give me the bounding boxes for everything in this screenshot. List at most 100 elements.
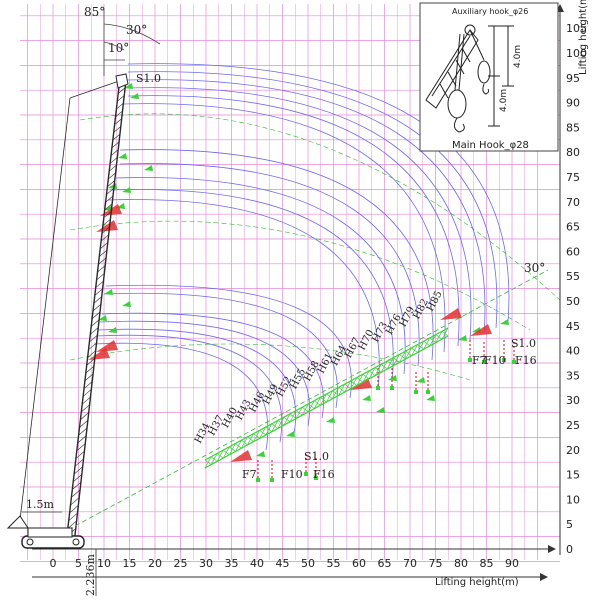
x-tick-label: 70: [403, 557, 417, 570]
inset-main-rope-2: [458, 33, 465, 91]
boom-lacing: [95, 280, 104, 288]
y-tick-label: 15: [566, 469, 580, 482]
jib-arc: [127, 95, 460, 347]
base-2-236-label: 2.236m: [84, 554, 97, 596]
y-tick-label: 95: [566, 72, 580, 85]
crawler-track: [21, 535, 85, 549]
y-tick-label: 10: [566, 493, 580, 506]
boom-lacing: [89, 334, 98, 343]
green-tip-marker: [326, 417, 335, 423]
y-tick-label: 45: [566, 320, 580, 333]
boom-lacing: [79, 420, 89, 428]
boom-lacing: [93, 296, 102, 304]
band-lacing: [326, 390, 333, 403]
load-point-marker: [390, 386, 394, 390]
jib-arc: [95, 334, 283, 443]
y-tick-label: 75: [566, 171, 580, 184]
boom-lacing: [106, 188, 115, 195]
band-lacing: [295, 407, 303, 419]
crawler-base: [6, 515, 85, 549]
boom-lacing: [111, 141, 120, 149]
jib-arc: [115, 177, 406, 375]
y-tick-label: 55: [566, 270, 580, 283]
boom-lacing: [71, 489, 81, 498]
load-point-marker: [426, 390, 430, 394]
s10-bottom-label: S1.0: [304, 450, 329, 463]
track-wheel-right: [72, 538, 80, 546]
band-lacing: [393, 354, 400, 366]
main-boom: [19, 73, 129, 545]
y-tick-label: 0: [566, 543, 573, 556]
jib-arc: [119, 149, 434, 361]
jib-arc: [107, 199, 380, 391]
radius-curve: [79, 113, 561, 301]
boom-lacing: [87, 350, 96, 358]
jib-tip-markers: [88, 83, 516, 482]
s10-right-label: S1.0: [511, 337, 536, 350]
green-tip-marker: [122, 301, 131, 307]
boom-lacing: [73, 474, 82, 483]
x-tick-label: 10: [97, 557, 111, 570]
boom-lacing: [72, 481, 82, 490]
grid-lines: [20, 4, 560, 562]
s10-top-label: S1.0: [136, 72, 161, 85]
x-tick-label: 40: [250, 557, 264, 570]
f16-right-label: F16: [515, 354, 537, 367]
boom-lacing: [67, 520, 77, 529]
inset-truss-1: [431, 35, 471, 97]
x-tick-label: 60: [352, 557, 366, 570]
boom-lacing: [103, 211, 112, 219]
x-tick-label: 55: [327, 557, 341, 570]
band-lacing: [429, 334, 437, 347]
band-lacing: [216, 449, 224, 462]
jib-arc: [103, 292, 338, 409]
band-lacing: [399, 350, 406, 363]
mast-rope: [69, 79, 123, 99]
load-point-marker: [376, 386, 380, 390]
inset-truss-3: [447, 71, 457, 87]
inset-truss-5: [461, 47, 471, 63]
green-tip-marker: [104, 289, 113, 295]
angle-30-top-label: 30°: [126, 23, 147, 37]
jib-arc: [127, 79, 486, 335]
band-lacing: [362, 370, 370, 383]
inset-aux-hook-block: [477, 60, 491, 84]
x-tick-labels: 0 5 10 15 20 25 30 35 40 45 50 55 60 65 70 75 80 85 90: [50, 557, 520, 570]
boom-lacing: [80, 412, 89, 420]
superstructure: [27, 527, 73, 538]
boom-lacing: [99, 249, 108, 257]
green-tip-marker: [144, 165, 153, 171]
boom-lacing: [116, 102, 124, 110]
y-tick-label: 105: [566, 22, 587, 35]
x-tick-label: 30: [199, 557, 213, 570]
y-tick-label: 50: [566, 295, 580, 308]
angle-85-label: 85°: [84, 5, 105, 19]
jib-arc: [93, 342, 269, 451]
f7-bottom-label: F7: [242, 468, 257, 481]
band-lacing: [332, 387, 339, 399]
boom-lacing: [70, 497, 80, 506]
dimension-annotations: 1.5m 2.236m: [22, 498, 97, 596]
boom-head: [115, 73, 129, 89]
band-lacing: [259, 426, 267, 439]
jib-arc: [111, 189, 394, 383]
load-point-marker: [304, 472, 308, 476]
y-tick-label: 80: [566, 146, 580, 159]
boom-lacing: [117, 95, 125, 102]
green-tip-marker: [108, 183, 117, 189]
load-point-marker: [314, 476, 318, 480]
x-tick-label: 25: [174, 557, 188, 570]
boom-lacing: [118, 87, 126, 94]
band-lacing: [423, 337, 431, 350]
y-tick-labels: 0 5 10 15 20 25 30 35 40 45 50 55 60 65 70 75 80 85 90 95 10…: [566, 22, 587, 556]
aux-hook-label: Auxiliary hook_φ26: [452, 7, 528, 16]
green-tip-marker: [256, 451, 265, 457]
boom-lacing: [100, 234, 109, 242]
red-jib-marker: [350, 378, 372, 390]
boom-lacing: [108, 172, 116, 180]
axes: [32, 4, 564, 581]
green-tip-marker: [118, 153, 127, 159]
band-lacing: [235, 440, 242, 452]
angle-annotations: 85° 30° 10° 30°: [39, 5, 549, 546]
